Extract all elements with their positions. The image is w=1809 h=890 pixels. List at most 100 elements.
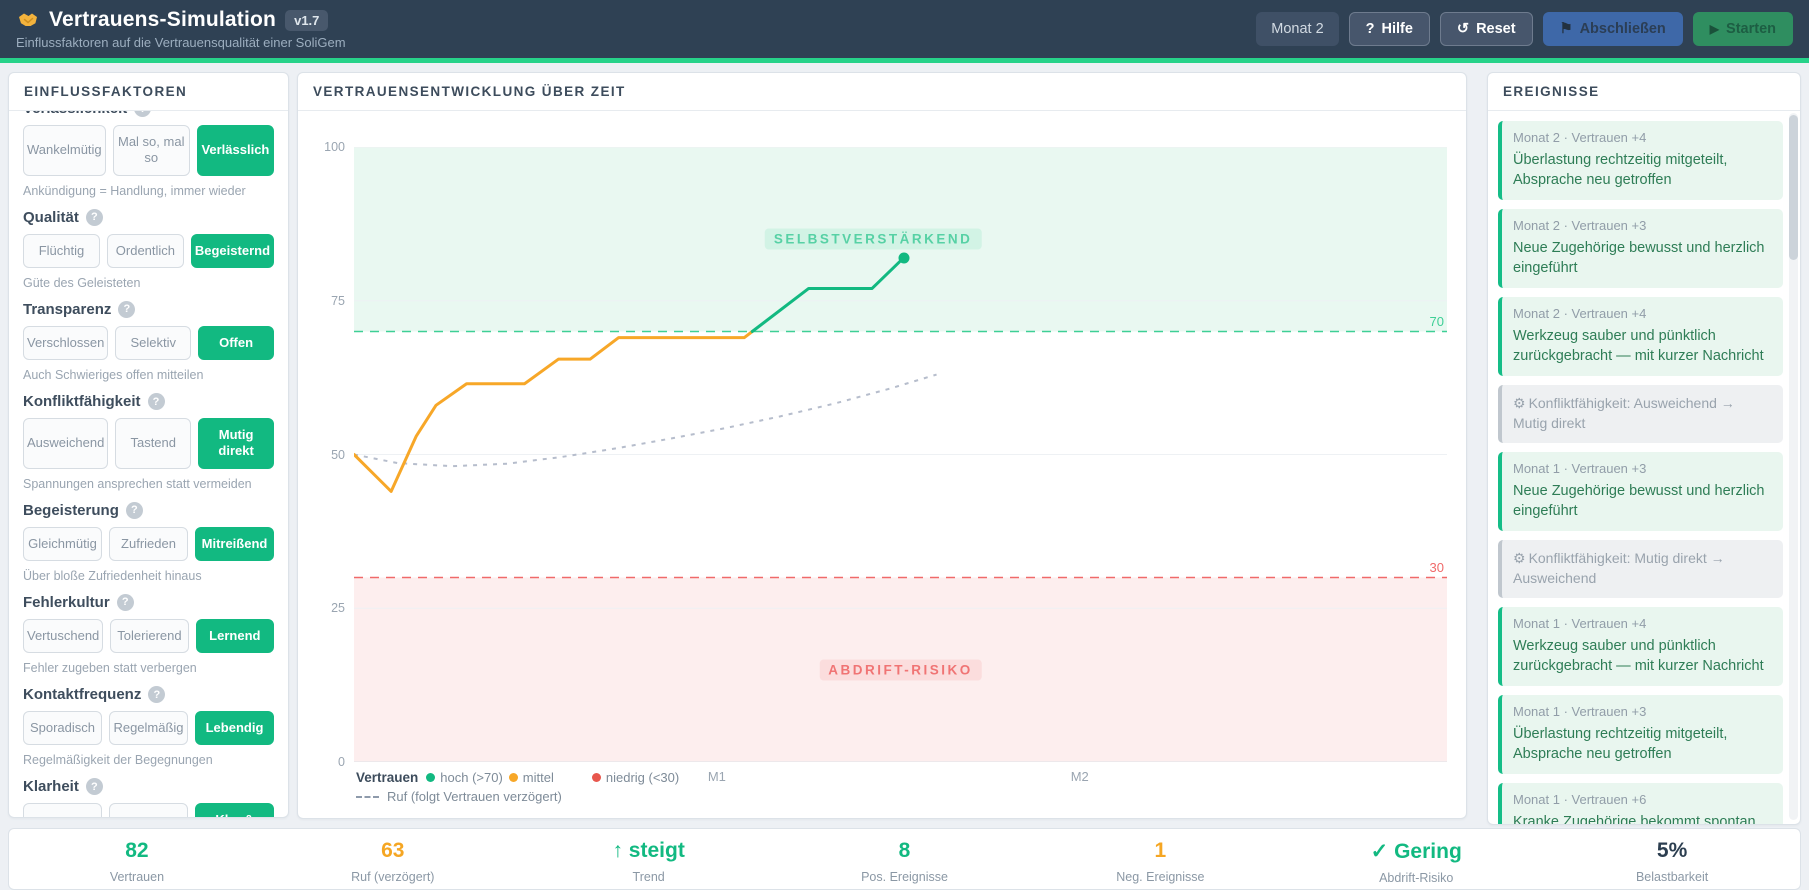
event-text: Überlastung rechtzeitig mitgeteilt, Absp… xyxy=(1513,726,1728,763)
play-icon: ▶ xyxy=(1709,22,1720,36)
option-button[interactable]: Tolerierend xyxy=(110,618,189,653)
factors-list: Verlässlichkeit? Wankelmütig Mal so, mal… xyxy=(9,111,288,817)
option-button-selected[interactable]: Mitreißend xyxy=(195,526,274,561)
event-text: Neue Zugehörige bewusst und herzlich ein… xyxy=(1513,240,1765,276)
start-button[interactable]: ▶ Starten xyxy=(1692,12,1793,46)
events-scrollbar-thumb[interactable] xyxy=(1789,115,1798,260)
gear-icon: ⚙ xyxy=(1513,395,1526,411)
events-panel-title: EREIGNISSE xyxy=(1488,73,1800,111)
option-button[interactable]: Mal so, mal so xyxy=(112,125,190,176)
event-text: Werkzeug sauber und pünktlich zurückgebr… xyxy=(1513,638,1764,675)
event-item: Monat 1 · Vertrauen +3 Neue Zugehörige b… xyxy=(1498,452,1783,532)
factor-name: Transparenz xyxy=(23,300,112,318)
brand: Vertrauens-Simulation v1.7 Einflussfakto… xyxy=(16,8,346,50)
top-bar: Vertrauens-Simulation v1.7 Einflussfakto… xyxy=(0,0,1809,58)
stat-trend: ↑ steigt Trend xyxy=(612,839,685,884)
reset-button[interactable]: ↺ Reset xyxy=(1439,12,1533,46)
option-button-selected[interactable]: Klar & direkt xyxy=(195,803,274,817)
help-icon[interactable]: ? xyxy=(85,208,103,226)
factor-name: Begeisterung xyxy=(23,501,119,519)
event-meta: Monat 1 · Vertrauen +3 xyxy=(1513,461,1647,477)
option-button-selected[interactable]: Begeisternd xyxy=(190,233,275,268)
trust-chart: 100 75 50 25 0 M1 M2 70 30 SELBSTVERSTÄRKEND ABDRI… xyxy=(324,140,1447,784)
option-button[interactable]: Ordentlich xyxy=(106,233,184,268)
help-button[interactable]: ? Hilfe xyxy=(1348,12,1430,46)
y-axis-tick: 0 xyxy=(338,755,345,769)
x-axis-tick: M2 xyxy=(1070,769,1089,784)
factor-group-fehlerkultur: Fehlerkultur? Vertuschend Tolerierend Le… xyxy=(23,593,274,675)
option-button[interactable]: Selektiv xyxy=(115,325,192,360)
event-meta: Monat 1 · Vertrauen +6 xyxy=(1513,792,1647,808)
version-badge: v1.7 xyxy=(285,9,329,31)
option-button[interactable]: Ausweichend xyxy=(23,418,109,469)
factor-hint: Fehler zugeben statt verbergen xyxy=(23,661,197,675)
y-axis-tick: 25 xyxy=(331,601,345,616)
top-bar-actions: Monat 2 ? Hilfe ↺ Reset ⚑ Abschließen ▶ Star… xyxy=(1256,12,1793,46)
option-button[interactable]: Vertuschend xyxy=(23,618,104,653)
stat-belastbarkeit: 5% Belastbarkeit xyxy=(1635,839,1709,884)
option-button[interactable]: Verschlossen xyxy=(23,325,109,360)
option-button[interactable]: Wankelmütig xyxy=(23,125,106,176)
option-button-selected[interactable]: Offen xyxy=(198,325,275,360)
help-icon[interactable]: ? xyxy=(148,686,166,703)
question-icon: ? xyxy=(1365,21,1375,37)
help-icon[interactable]: ? xyxy=(118,300,136,318)
factor-group-konfliktfaehigkeit: Konfliktfähigkeit? Ausweichend Tastend M… xyxy=(23,393,275,491)
app-subtitle: Einflussfaktoren auf die Vertrauensquali… xyxy=(16,35,346,50)
factor-name: Konfliktfähigkeit xyxy=(23,393,141,410)
option-button-selected[interactable]: Verlässlich xyxy=(196,125,274,176)
zone-label: SELBSTVERSTÄRKEND xyxy=(764,228,982,250)
option-button[interactable]: Teils klar xyxy=(109,803,188,817)
option-button-selected[interactable]: Mutig direkt xyxy=(198,418,275,469)
chart-panel-title: VERTRAUENSENTWICKLUNG ÜBER ZEIT xyxy=(298,73,1466,111)
legend-series-label: Vertrauen xyxy=(356,770,419,785)
option-button[interactable]: Vage xyxy=(23,803,102,817)
event-text: Werkzeug sauber und pünktlich zurückgebr… xyxy=(1513,328,1764,364)
option-button-selected[interactable]: Lebendig xyxy=(195,711,274,746)
option-button-selected[interactable]: Lernend xyxy=(195,618,274,653)
factor-hint: Spannungen ansprechen statt vermeiden xyxy=(23,476,252,491)
factor-name: Qualität xyxy=(23,208,79,226)
events-scrollbar-track[interactable] xyxy=(1789,113,1798,820)
stat-pos-ereignisse: 8 Pos. Ereignisse xyxy=(861,839,948,884)
factor-group-verlaesslichkeit: Verlässlichkeit? Wankelmütig Mal so, mal… xyxy=(23,111,274,198)
factor-group-kontaktfrequenz: Kontaktfrequenz? Sporadisch Regelmäßig L… xyxy=(23,686,274,767)
stat-neg-ereignisse: 1 Neg. Ereignisse xyxy=(1116,839,1205,884)
help-icon[interactable]: ? xyxy=(147,393,165,410)
legend-dot-high xyxy=(426,773,436,782)
help-icon[interactable]: ? xyxy=(116,593,134,611)
factors-panel-title: EINFLUSSFAKTOREN xyxy=(9,73,288,111)
event-text: Überlastung rechtzeitig mitgeteilt, Absp… xyxy=(1513,152,1728,188)
factor-hint: Güte des Geleisteten xyxy=(23,275,141,290)
help-icon[interactable]: ? xyxy=(125,501,143,519)
event-item: Monat 2 · Vertrauen +3 Neue Zugehörige b… xyxy=(1498,209,1783,288)
legend-label-high: hoch (>70) xyxy=(440,770,503,785)
y-axis-tick: 50 xyxy=(331,447,345,462)
factor-hint: Über bloße Zufriedenheit hinaus xyxy=(23,568,202,583)
option-button[interactable]: Flüchtig xyxy=(23,233,100,268)
option-button[interactable]: Regelmäßig xyxy=(109,711,188,746)
factor-group-qualitaet: Qualität? Flüchtig Ordentlich Begeistern… xyxy=(23,208,275,290)
factor-hint: Ankündigung = Handlung, immer wieder xyxy=(23,183,246,198)
y-axis-tick: 75 xyxy=(331,293,345,308)
option-button[interactable]: Zufrieden xyxy=(109,526,188,561)
factor-name: Klarheit xyxy=(23,778,79,796)
option-button[interactable]: Sporadisch xyxy=(23,711,102,746)
threshold-label: 30 xyxy=(1429,559,1444,575)
finish-button[interactable]: ⚑ Abschließen xyxy=(1542,12,1683,46)
threshold-label: 70 xyxy=(1429,313,1444,329)
chart-legend: Vertrauen hoch (>70) mittel niedrig (<30… xyxy=(356,770,679,804)
app-title: Vertrauens-Simulation xyxy=(49,8,277,31)
help-icon[interactable]: ? xyxy=(134,111,152,117)
event-item-setting-change: ⚙ Konfliktfähigkeit: Ausweichend → Mutig … xyxy=(1498,385,1783,444)
option-button[interactable]: Gleichmütig xyxy=(23,526,102,561)
event-meta: Monat 2 · Vertrauen +3 xyxy=(1513,218,1647,233)
event-item: Monat 1 · Vertrauen +6 Kranke Zugehörige… xyxy=(1498,783,1783,824)
event-item: Monat 1 · Vertrauen +4 Werkzeug sauber u… xyxy=(1498,607,1783,687)
event-item: Monat 2 · Vertrauen +4 Überlastung recht… xyxy=(1498,121,1783,200)
option-button[interactable]: Tastend xyxy=(115,418,192,469)
help-icon[interactable]: ? xyxy=(85,778,103,796)
event-text: Neue Zugehörige bewusst und herzlich ein… xyxy=(1513,483,1765,520)
month-indicator: Monat 2 xyxy=(1256,12,1339,46)
factor-name: Fehlerkultur xyxy=(23,593,110,611)
